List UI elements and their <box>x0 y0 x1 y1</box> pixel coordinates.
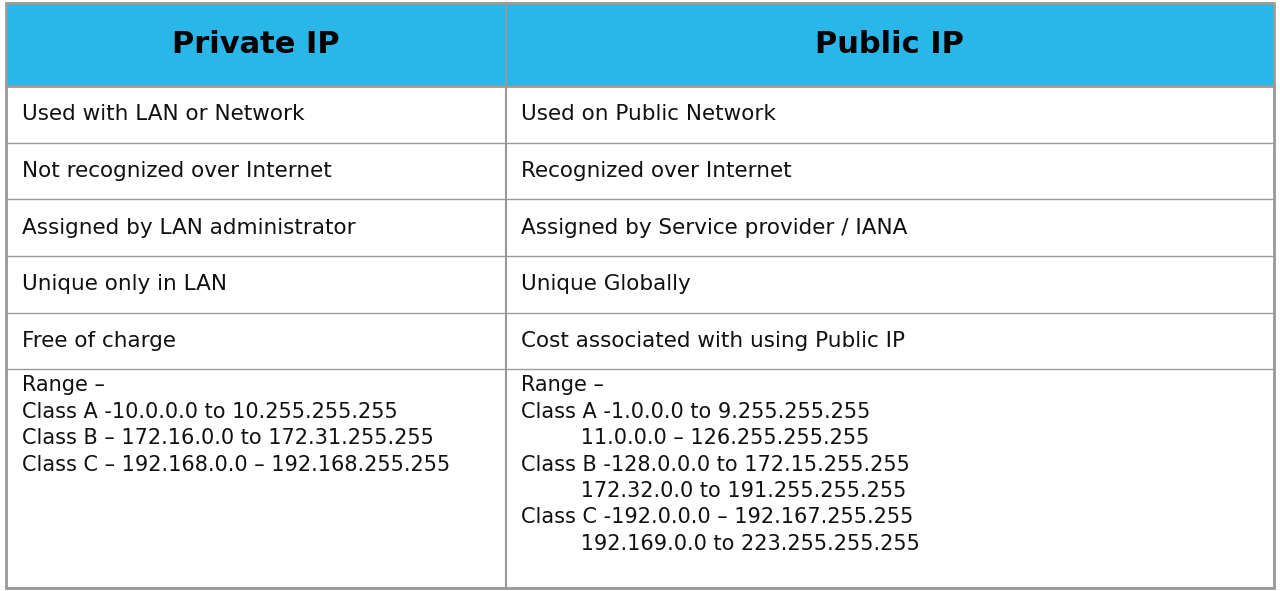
Bar <box>6 143 506 199</box>
Bar <box>506 313 1274 369</box>
Text: Recognized over Internet: Recognized over Internet <box>521 161 791 181</box>
Text: Range –
Class A -10.0.0.0 to 10.255.255.255
Class B – 172.16.0.0 to 172.31.255.2: Range – Class A -10.0.0.0 to 10.255.255.… <box>22 375 451 475</box>
Bar <box>506 3 1274 86</box>
Text: Free of charge: Free of charge <box>22 331 175 351</box>
Bar <box>6 256 506 313</box>
Text: Public IP: Public IP <box>815 30 964 59</box>
Text: Assigned by LAN administrator: Assigned by LAN administrator <box>22 217 356 238</box>
Bar <box>6 313 506 369</box>
Text: Used on Public Network: Used on Public Network <box>521 105 776 125</box>
Bar <box>506 143 1274 199</box>
Bar <box>506 256 1274 313</box>
Text: Used with LAN or Network: Used with LAN or Network <box>22 105 305 125</box>
Bar <box>6 199 506 256</box>
Text: Unique Globally: Unique Globally <box>521 274 691 294</box>
Bar <box>6 3 506 86</box>
Text: Cost associated with using Public IP: Cost associated with using Public IP <box>521 331 905 351</box>
Bar <box>6 86 506 143</box>
Bar <box>6 369 506 588</box>
Bar <box>506 369 1274 588</box>
Bar <box>506 199 1274 256</box>
Text: Range –
Class A -1.0.0.0 to 9.255.255.255
         11.0.0.0 – 126.255.255.255
Cl: Range – Class A -1.0.0.0 to 9.255.255.25… <box>521 375 920 554</box>
Text: Assigned by Service provider / IANA: Assigned by Service provider / IANA <box>521 217 908 238</box>
Text: Unique only in LAN: Unique only in LAN <box>22 274 227 294</box>
Bar <box>506 86 1274 143</box>
Text: Private IP: Private IP <box>173 30 339 59</box>
Text: Not recognized over Internet: Not recognized over Internet <box>22 161 332 181</box>
